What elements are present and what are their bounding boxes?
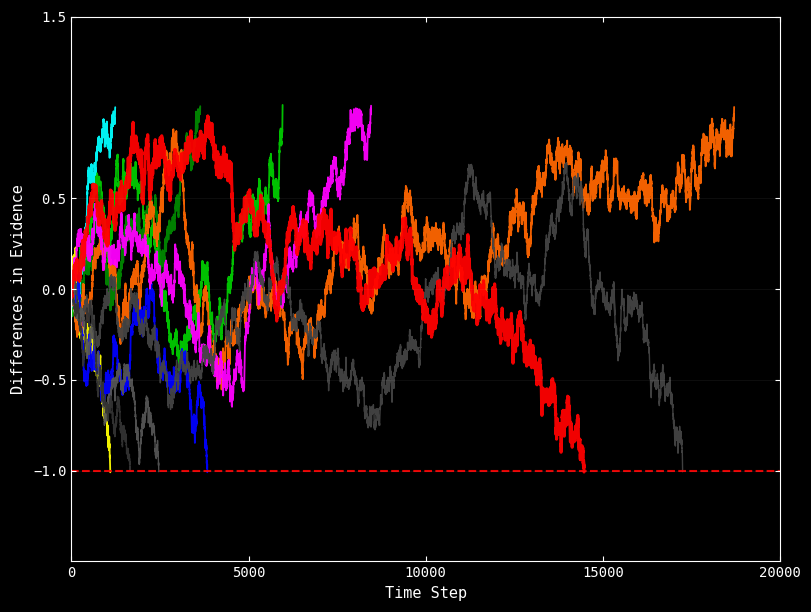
Y-axis label: Differences in Evidence: Differences in Evidence bbox=[11, 184, 26, 394]
X-axis label: Time Step: Time Step bbox=[384, 586, 466, 601]
